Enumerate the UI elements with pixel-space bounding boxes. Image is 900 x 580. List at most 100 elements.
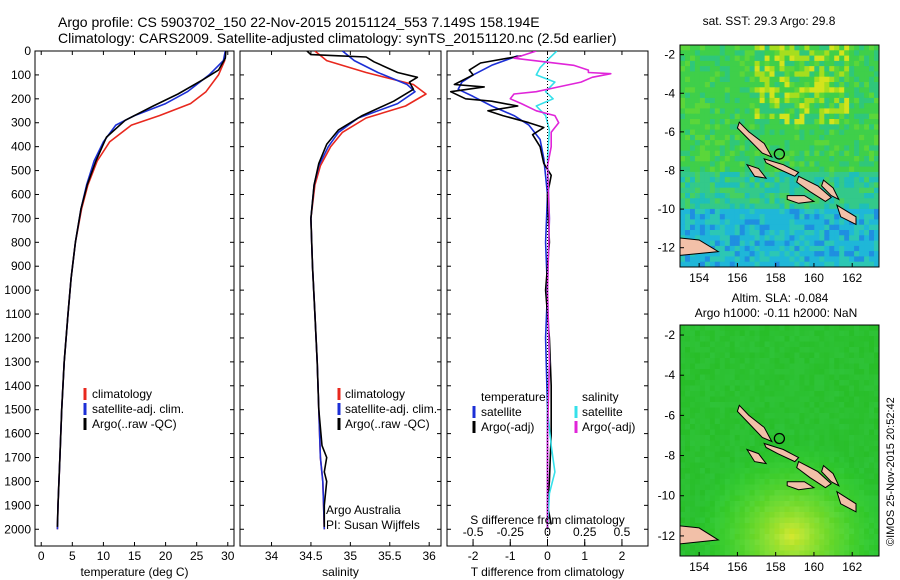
map-cell bbox=[759, 214, 766, 220]
map-cell bbox=[704, 150, 711, 157]
map-cell bbox=[859, 45, 865, 51]
map-cell bbox=[704, 82, 711, 88]
map-cell bbox=[739, 203, 746, 210]
map-cell bbox=[849, 451, 855, 458]
map-cell bbox=[704, 473, 711, 480]
map-cell bbox=[844, 219, 850, 226]
map-cell bbox=[844, 140, 850, 146]
map-cell bbox=[704, 161, 711, 168]
map-cell bbox=[714, 261, 721, 267]
map-cell bbox=[704, 429, 711, 436]
map-cell bbox=[699, 235, 706, 242]
map-cell bbox=[824, 45, 830, 51]
map-cell bbox=[804, 219, 810, 226]
map-cell bbox=[714, 198, 721, 205]
map-cell bbox=[709, 87, 716, 94]
map-cell bbox=[690, 166, 696, 173]
map-cell bbox=[724, 440, 731, 447]
map-cell bbox=[704, 446, 711, 453]
map-cell bbox=[709, 171, 716, 178]
map-cell bbox=[739, 528, 746, 535]
map-cell bbox=[714, 325, 721, 332]
map-cell bbox=[724, 145, 731, 152]
map-cell bbox=[859, 402, 865, 409]
map-cell bbox=[824, 539, 830, 546]
map-cell bbox=[774, 363, 781, 370]
map-cell bbox=[699, 484, 706, 491]
map-cell bbox=[809, 161, 815, 168]
map-cell bbox=[754, 92, 761, 99]
map-cell bbox=[729, 374, 736, 381]
map-cell bbox=[709, 108, 716, 115]
map-cell bbox=[839, 171, 845, 178]
map-cell bbox=[759, 418, 766, 425]
map-cell bbox=[744, 506, 751, 513]
map-cell bbox=[749, 182, 756, 189]
map-cell bbox=[874, 413, 879, 420]
map-cell bbox=[749, 261, 756, 267]
map-cell bbox=[824, 380, 830, 387]
map-cell bbox=[694, 363, 701, 370]
map-cell bbox=[709, 429, 716, 436]
map-cell bbox=[849, 517, 855, 524]
map-cell bbox=[739, 45, 746, 51]
map-cell bbox=[749, 462, 756, 469]
map-cell bbox=[839, 534, 845, 541]
map-cell bbox=[784, 424, 791, 431]
map-cell bbox=[754, 347, 761, 354]
map-cell bbox=[804, 429, 810, 436]
map-cell bbox=[685, 473, 691, 480]
map-cell bbox=[799, 539, 805, 546]
map-cell bbox=[704, 352, 711, 359]
map-cell bbox=[804, 479, 810, 486]
map-cell bbox=[869, 129, 875, 136]
map-cell bbox=[844, 413, 850, 420]
map-cell bbox=[789, 187, 796, 194]
map-cell bbox=[734, 462, 741, 469]
map-cell bbox=[819, 391, 825, 398]
map-cell bbox=[759, 440, 766, 447]
map-cell bbox=[844, 429, 850, 436]
map-cell bbox=[874, 534, 879, 541]
map-cell bbox=[685, 113, 691, 120]
map-cell bbox=[834, 523, 840, 530]
map-cell bbox=[759, 341, 766, 348]
map-cell bbox=[754, 330, 761, 337]
map-cell bbox=[794, 396, 800, 403]
map-cell bbox=[719, 435, 726, 442]
map-cell bbox=[764, 473, 771, 480]
map-cell bbox=[789, 261, 796, 267]
map-cell bbox=[839, 462, 845, 469]
map-cell bbox=[744, 429, 751, 436]
map-cell bbox=[769, 473, 776, 480]
map-cell bbox=[814, 145, 820, 152]
map-cell bbox=[714, 380, 721, 387]
map-cell bbox=[759, 50, 766, 57]
map-cell bbox=[809, 402, 815, 409]
map-cell bbox=[824, 534, 830, 541]
map-cell bbox=[819, 402, 825, 409]
map-cell bbox=[774, 60, 781, 67]
map-cell bbox=[764, 330, 771, 337]
map-cell bbox=[834, 60, 840, 67]
map-cell bbox=[685, 119, 691, 125]
map-cell bbox=[804, 240, 810, 247]
map-cell bbox=[829, 182, 835, 189]
map-cell bbox=[709, 230, 716, 236]
map-cell bbox=[714, 224, 721, 231]
map-cell bbox=[699, 402, 706, 409]
map-cell bbox=[714, 550, 721, 556]
map-cell bbox=[774, 208, 781, 215]
map-cell bbox=[724, 55, 731, 62]
map-cell bbox=[864, 473, 870, 480]
map-cell bbox=[704, 341, 711, 348]
map-cell bbox=[834, 385, 840, 392]
map-cell bbox=[709, 490, 716, 497]
map-cell bbox=[729, 402, 736, 409]
map-cell bbox=[854, 330, 860, 337]
map-cell bbox=[704, 545, 711, 552]
map-cell bbox=[724, 256, 731, 263]
map-cell bbox=[844, 45, 850, 51]
map-cell bbox=[859, 240, 865, 247]
map-cell bbox=[769, 256, 776, 263]
